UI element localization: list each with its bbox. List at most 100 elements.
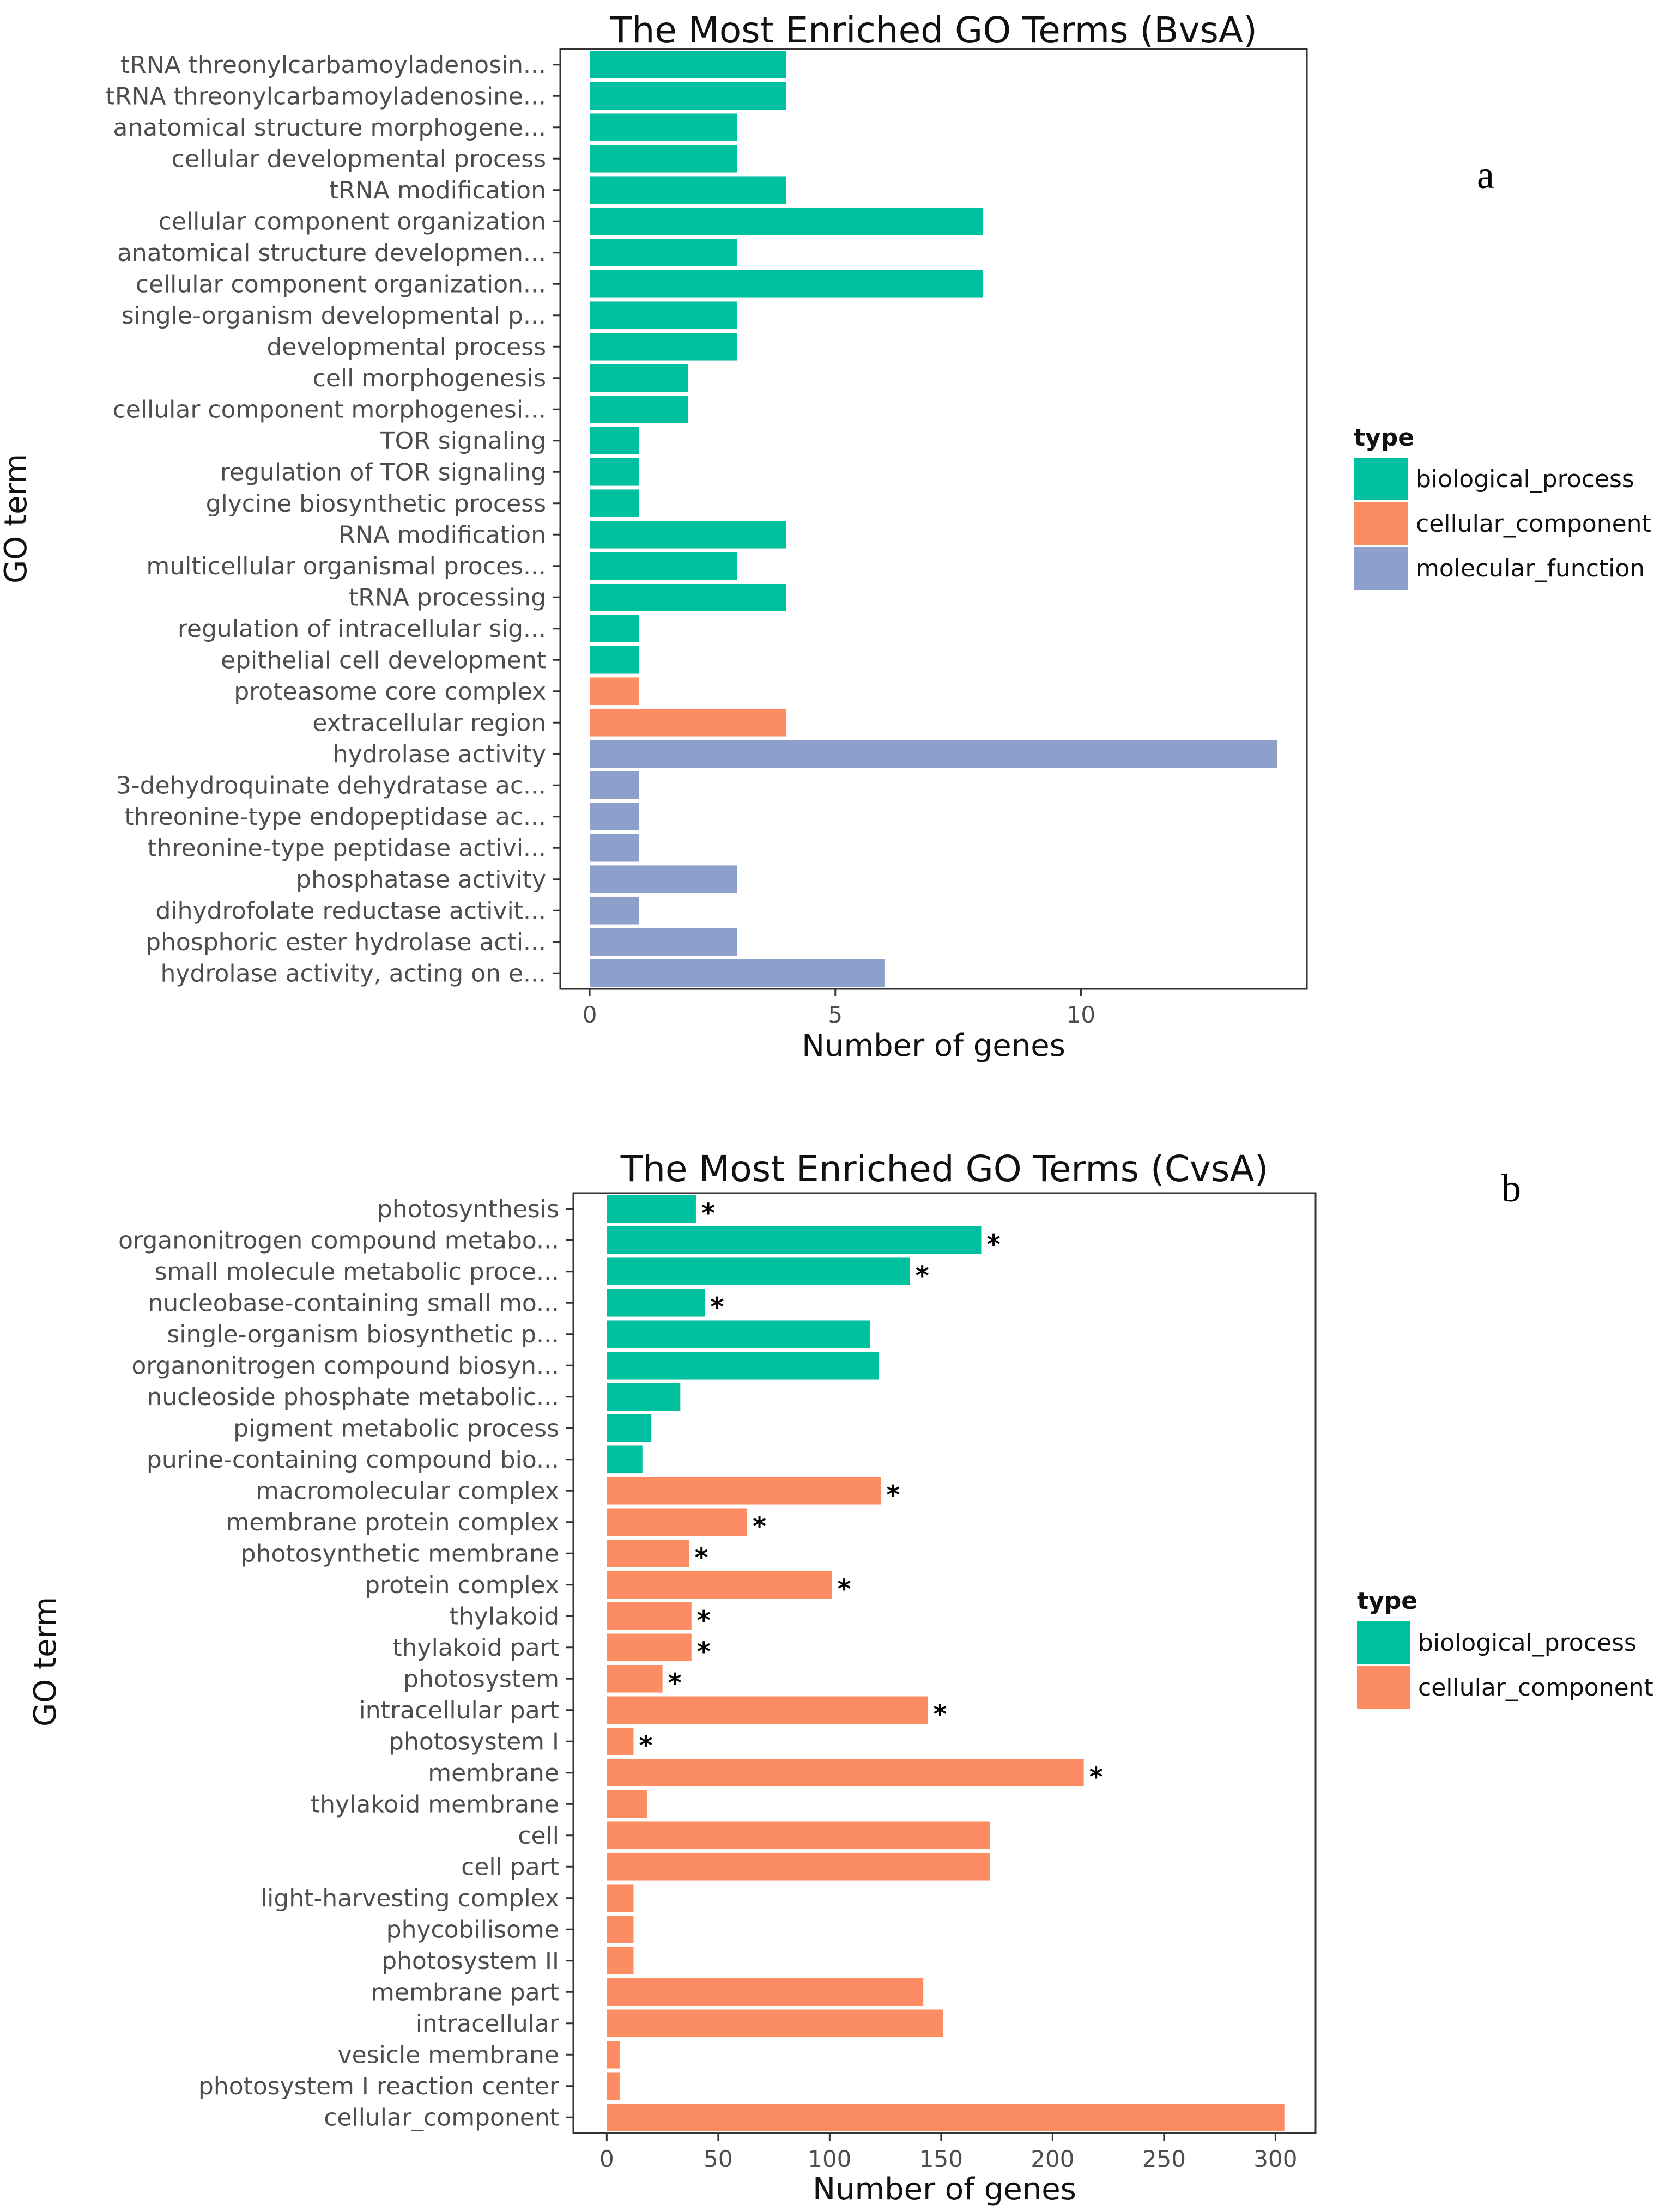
bar [590, 51, 786, 79]
category-label: cellular component morphogenesi... [113, 396, 546, 423]
bar [590, 583, 786, 611]
bar [607, 1978, 924, 2006]
category-label: membrane part [371, 1978, 559, 2006]
category-label: membrane [428, 1759, 559, 1787]
bar [607, 1195, 696, 1223]
bar [590, 646, 639, 674]
panel-letter-a: a [1477, 153, 1494, 197]
category-label: macromolecular complex [256, 1477, 559, 1505]
category-label: tRNA processing [349, 584, 546, 611]
bar [607, 1821, 990, 1850]
bar [607, 1602, 692, 1630]
bar [607, 1257, 910, 1286]
x-tick-label: 0 [599, 2146, 614, 2172]
legend-entry: biological_process [1418, 1629, 1637, 1657]
significance-marker: * [837, 1574, 851, 1605]
x-tick-label: 5 [828, 1001, 843, 1028]
category-label: anatomical structure morphogene... [113, 114, 546, 142]
chart-panel-a: The Most Enriched GO Terms (BvsA) tRNA th… [0, 9, 1651, 1064]
bar [607, 1633, 692, 1662]
legend-title: type [1357, 1587, 1417, 1615]
bar [607, 1696, 928, 1724]
chart-title: The Most Enriched GO Terms (CvsA) [620, 1148, 1268, 1190]
bar [590, 615, 639, 643]
significance-marker: * [695, 1542, 708, 1573]
bar [590, 458, 639, 486]
category-label: nucleoside phosphate metabolic... [147, 1383, 559, 1411]
category-label: thylakoid [450, 1602, 559, 1630]
legend-swatch [1357, 1666, 1410, 1709]
bar [607, 1852, 990, 1881]
bar [590, 959, 885, 987]
category-label: multicellular organismal proces... [146, 552, 546, 580]
x-tick-label: 300 [1253, 2146, 1297, 2172]
bar [607, 2072, 620, 2100]
bar [590, 239, 737, 267]
significance-marker: * [701, 1198, 715, 1229]
bar [590, 332, 737, 361]
significance-marker: * [1089, 1762, 1103, 1792]
category-label: cellular_component [324, 2104, 559, 2131]
x-tick-label: 10 [1067, 1001, 1095, 1028]
category-label: 3-dehydroquinate dehydratase ac... [116, 771, 546, 799]
significance-marker: * [753, 1511, 766, 1542]
significance-marker: * [986, 1229, 1000, 1260]
category-label: photosynthetic membrane [241, 1540, 559, 1567]
legend-swatch [1354, 502, 1408, 545]
legend-title: type [1354, 424, 1414, 452]
x-axis-label: Number of genes [802, 1028, 1065, 1064]
category-label: single-organism developmental p... [122, 302, 546, 330]
category-label: epithelial cell development [221, 646, 546, 674]
chart-panel-b: The Most Enriched GO Terms (CvsA) photosy… [28, 1148, 1653, 2207]
legend-swatch [1357, 1621, 1410, 1664]
bar [590, 270, 983, 298]
bar [607, 1508, 748, 1536]
category-label: intracellular [416, 2010, 560, 2038]
category-label: phosphoric ester hydrolase acti... [146, 928, 546, 956]
bar [590, 364, 688, 392]
bar [590, 708, 786, 737]
bar [607, 1445, 643, 1474]
legend-swatch [1354, 547, 1408, 590]
category-label: cell morphogenesis [313, 364, 546, 392]
bar [607, 2009, 943, 2038]
bar [607, 1947, 634, 1975]
plot-frame [559, 48, 1308, 990]
significance-marker: * [933, 1699, 947, 1730]
category-label: tRNA threonylcarbamoyladenosin... [120, 51, 546, 79]
bar [590, 677, 639, 706]
category-label: regulation of TOR signaling [220, 458, 546, 486]
category-label: photosystem I [389, 1728, 559, 1755]
category-label: thylakoid membrane [311, 1790, 559, 1818]
category-label: hydrolase activity [333, 740, 546, 768]
bar [607, 1664, 663, 1693]
category-label: RNA modification [338, 521, 546, 549]
bar [607, 2103, 1285, 2131]
category-label: photosystem I reaction center [198, 2073, 560, 2100]
category-label: extracellular region [312, 709, 546, 737]
bar [607, 1759, 1084, 1787]
category-label: tRNA threonylcarbamoyladenosine... [106, 82, 546, 110]
bar [607, 1414, 652, 1442]
bar [607, 2040, 620, 2069]
bar [607, 1476, 881, 1505]
bar [590, 928, 737, 956]
bar [590, 520, 786, 549]
category-label: single-organism biosynthetic p... [167, 1321, 559, 1348]
significance-marker: * [886, 1480, 900, 1510]
bar [590, 740, 1277, 768]
category-label: photosynthesis [377, 1195, 559, 1223]
bar [590, 144, 737, 173]
significance-marker: * [697, 1605, 711, 1636]
category-label: tRNA modification [329, 177, 546, 204]
category-label: cellular developmental process [172, 145, 546, 173]
category-label: photosystem II [381, 1947, 559, 1975]
bar [590, 176, 786, 204]
category-label: glycine biosynthetic process [206, 490, 546, 518]
legend-entry: cellular_component [1416, 510, 1651, 538]
bar [590, 301, 737, 330]
category-label: vesicle membrane [338, 2041, 559, 2069]
significance-marker: * [710, 1292, 724, 1322]
